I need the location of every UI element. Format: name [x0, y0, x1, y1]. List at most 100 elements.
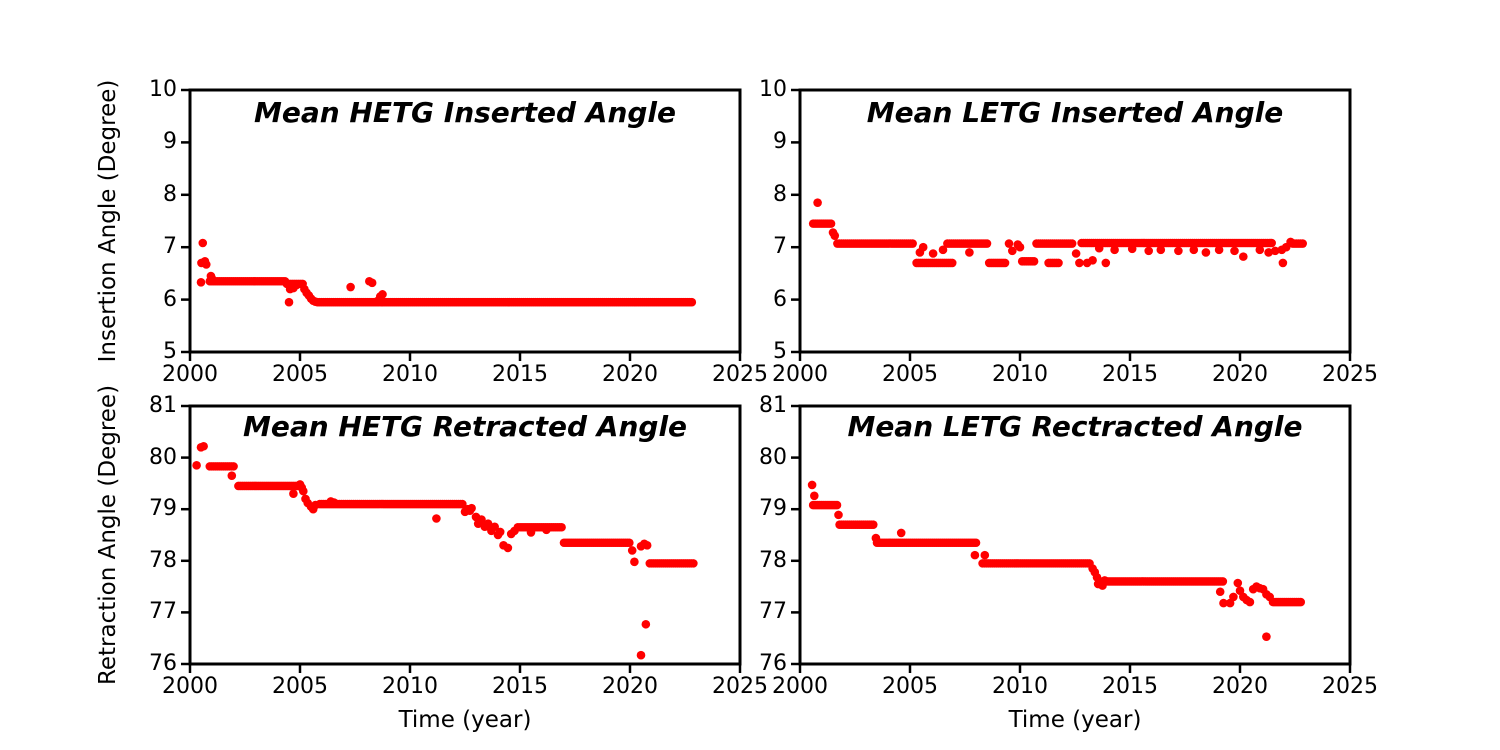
data-point	[201, 260, 211, 269]
x-tick-label: 2025	[712, 674, 768, 699]
data-point	[1029, 257, 1039, 266]
data-point	[982, 239, 992, 248]
data-point	[1110, 245, 1119, 255]
data-point	[830, 231, 840, 240]
data-point	[1286, 237, 1295, 247]
data-point	[1075, 258, 1084, 268]
data-point	[557, 522, 566, 532]
y-tick-label: 6	[773, 286, 787, 312]
y-tick-label: 5	[163, 339, 177, 364]
data-point	[329, 498, 339, 507]
data-point	[483, 519, 493, 528]
data-point	[526, 528, 536, 537]
x-tick-label: 2010	[992, 362, 1048, 387]
data-point	[490, 522, 500, 532]
x-tick-label: 2025	[712, 362, 768, 387]
data-point	[918, 242, 928, 252]
data-point	[896, 528, 906, 538]
data-point	[1215, 587, 1225, 597]
y-tick-label: 9	[163, 129, 177, 155]
y-axis-label-insertion: Insertion Angle (Degree)	[95, 79, 121, 363]
data-point	[1100, 576, 1109, 585]
y-tick-label: 7	[773, 234, 787, 260]
data-point	[1278, 258, 1288, 268]
data-point	[970, 550, 980, 560]
x-axis-label-left: Time (year)	[398, 707, 532, 733]
data-point	[947, 258, 957, 268]
data-point	[938, 245, 948, 255]
data-point	[1267, 238, 1276, 248]
data-point	[292, 280, 302, 290]
x-axis-label-right: Time (year)	[1008, 707, 1142, 733]
subplot-title-letg-inserted: Mean LETG Inserted Angle	[866, 96, 1284, 129]
y-axis-label-retraction: Retraction Angle (Degree)	[95, 384, 121, 686]
data-point	[1265, 592, 1274, 602]
data-point	[1000, 258, 1010, 268]
data-point	[1067, 239, 1077, 248]
y-tick-label: 80	[149, 444, 177, 470]
data-point	[807, 480, 817, 490]
data-point	[834, 510, 843, 520]
data-point	[908, 239, 917, 248]
y-tick-label: 78	[759, 547, 787, 573]
data-point	[687, 297, 697, 307]
x-tick-label: 2020	[602, 674, 658, 699]
data-point	[378, 290, 387, 299]
data-point	[1239, 252, 1248, 261]
data-point	[965, 248, 974, 257]
data-point	[1201, 248, 1211, 257]
data-point	[832, 500, 842, 510]
x-tick-label: 2020	[602, 362, 658, 387]
y-tick-label: 5	[773, 339, 787, 364]
data-point	[636, 650, 646, 660]
subplot-title-letg-retracted: Mean LETG Rectracted Angle	[847, 410, 1303, 443]
x-tick-label: 2000	[772, 674, 828, 699]
data-point	[477, 515, 486, 524]
data-point	[1101, 258, 1111, 268]
data-point	[458, 499, 467, 509]
data-point	[192, 461, 201, 470]
data-point	[1004, 239, 1014, 248]
x-tick-label: 2010	[382, 674, 438, 699]
data-point	[641, 619, 651, 629]
data-point	[1296, 597, 1306, 607]
data-point	[980, 550, 990, 560]
y-tick-label: 78	[149, 547, 177, 573]
data-point	[1245, 597, 1255, 607]
data-point	[1270, 246, 1280, 256]
y-tick-label: 80	[759, 444, 787, 470]
data-point	[1071, 249, 1081, 258]
data-point	[971, 538, 981, 548]
y-tick-label: 77	[149, 599, 177, 625]
data-point	[1230, 246, 1239, 256]
subplot-title-hetg-retracted: Mean HETG Retracted Angle	[242, 410, 688, 443]
data-point	[227, 471, 237, 480]
x-tick-label: 2000	[162, 362, 218, 387]
x-tick-label: 2005	[882, 674, 938, 699]
y-tick-label: 6	[163, 286, 177, 312]
data-point	[1255, 245, 1265, 255]
data-point	[432, 514, 441, 523]
y-tick-label: 79	[149, 496, 177, 522]
data-point	[311, 500, 320, 510]
data-point	[1054, 258, 1063, 268]
x-tick-label: 2015	[1102, 362, 1158, 387]
data-point	[1264, 248, 1273, 257]
y-tick-label: 9	[773, 129, 787, 155]
data-point	[513, 522, 523, 532]
data-point	[689, 559, 698, 568]
data-point	[1214, 245, 1224, 255]
data-point	[1298, 239, 1307, 248]
y-tick-label: 81	[149, 393, 177, 418]
data-point	[1088, 255, 1097, 265]
data-point	[199, 441, 208, 451]
x-tick-label: 2015	[1102, 674, 1158, 699]
data-point	[625, 538, 634, 548]
data-point	[1008, 246, 1017, 256]
y-tick-label: 10	[759, 77, 787, 102]
data-point	[1219, 598, 1228, 608]
data-point	[1174, 246, 1183, 256]
data-point	[289, 489, 298, 499]
data-point	[1156, 245, 1166, 255]
data-point	[1144, 246, 1153, 256]
